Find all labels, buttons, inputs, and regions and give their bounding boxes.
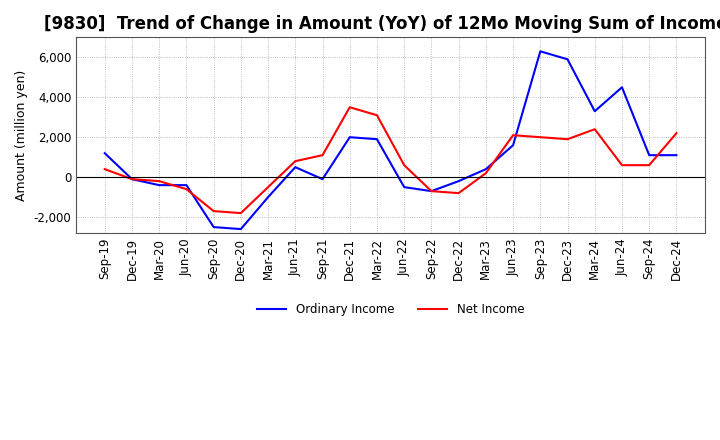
Ordinary Income [100, 150, 109, 156]
Line: Ordinary Income: Ordinary Income [104, 51, 676, 229]
Net Income [210, 209, 218, 214]
Ordinary Income [264, 194, 272, 200]
Net Income [618, 162, 626, 168]
Net Income [509, 132, 518, 138]
Ordinary Income [127, 176, 136, 182]
Ordinary Income [237, 227, 246, 232]
Title: [9830]  Trend of Change in Amount (YoY) of 12Mo Moving Sum of Incomes: [9830] Trend of Change in Amount (YoY) o… [44, 15, 720, 33]
Ordinary Income [427, 188, 436, 194]
Ordinary Income [210, 224, 218, 230]
Net Income [563, 136, 572, 142]
Net Income [536, 135, 544, 140]
Ordinary Income [509, 143, 518, 148]
Ordinary Income [454, 179, 463, 184]
Ordinary Income [482, 166, 490, 172]
Ordinary Income [536, 49, 544, 54]
Ordinary Income [318, 176, 327, 182]
Ordinary Income [400, 184, 408, 190]
Ordinary Income [182, 183, 191, 188]
Legend: Ordinary Income, Net Income: Ordinary Income, Net Income [252, 299, 529, 321]
Net Income [645, 162, 654, 168]
Line: Net Income: Net Income [104, 107, 676, 213]
Ordinary Income [563, 57, 572, 62]
Net Income [454, 191, 463, 196]
Net Income [237, 210, 246, 216]
Ordinary Income [618, 84, 626, 90]
Net Income [291, 158, 300, 164]
Net Income [264, 184, 272, 190]
Ordinary Income [346, 135, 354, 140]
Ordinary Income [373, 136, 382, 142]
Ordinary Income [155, 183, 163, 188]
Net Income [672, 131, 680, 136]
Ordinary Income [672, 153, 680, 158]
Net Income [590, 127, 599, 132]
Ordinary Income [590, 109, 599, 114]
Ordinary Income [645, 153, 654, 158]
Y-axis label: Amount (million yen): Amount (million yen) [15, 70, 28, 201]
Net Income [182, 187, 191, 192]
Net Income [155, 179, 163, 184]
Net Income [127, 176, 136, 182]
Ordinary Income [291, 165, 300, 170]
Net Income [346, 105, 354, 110]
Net Income [427, 188, 436, 194]
Net Income [373, 113, 382, 118]
Net Income [318, 153, 327, 158]
Net Income [482, 171, 490, 176]
Net Income [100, 166, 109, 172]
Net Income [400, 162, 408, 168]
